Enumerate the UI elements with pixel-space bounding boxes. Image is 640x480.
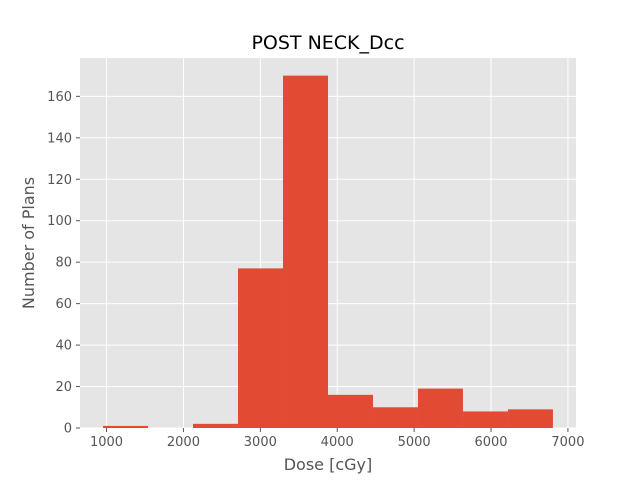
y-axis-label: Number of Plans xyxy=(19,177,38,309)
x-axis-label: Dose [cGy] xyxy=(284,455,373,474)
y-tick-label: 0 xyxy=(64,422,72,437)
histogram-bar xyxy=(372,407,418,428)
x-tick-label: 3000 xyxy=(244,435,277,450)
y-tick-label: 40 xyxy=(55,339,72,354)
histogram-bar xyxy=(238,268,284,428)
histogram-bar xyxy=(283,75,328,428)
histogram-bar xyxy=(462,411,508,428)
x-tick-label: 4000 xyxy=(321,435,354,450)
y-tick-label: 160 xyxy=(47,90,72,105)
histogram-bars xyxy=(103,75,553,428)
histogram-bar xyxy=(417,388,463,428)
y-tick-label: 140 xyxy=(47,131,72,146)
histogram-bar xyxy=(193,423,239,428)
x-tick-label: 6000 xyxy=(474,435,507,450)
x-tick-label: 2000 xyxy=(167,435,200,450)
histogram-bar xyxy=(507,409,553,428)
y-tick-label: 100 xyxy=(47,214,72,229)
y-tick-label: 80 xyxy=(55,256,72,271)
x-tick-label: 7000 xyxy=(551,435,584,450)
y-tick-label: 120 xyxy=(47,173,72,188)
x-tick-label: 1000 xyxy=(90,435,123,450)
y-tick-label: 20 xyxy=(55,380,72,395)
histogram-bar xyxy=(328,394,373,428)
histogram-bar xyxy=(103,425,149,428)
x-tick-label: 5000 xyxy=(398,435,431,450)
y-tick-label: 60 xyxy=(55,297,72,312)
chart-title: POST NECK_Dcc xyxy=(251,32,404,54)
x-axis-ticks: 1000 2000 3000 4000 5000 6000 7000 xyxy=(90,428,584,450)
y-axis-ticks: 0 20 40 60 80 100 120 140 160 xyxy=(47,90,80,437)
